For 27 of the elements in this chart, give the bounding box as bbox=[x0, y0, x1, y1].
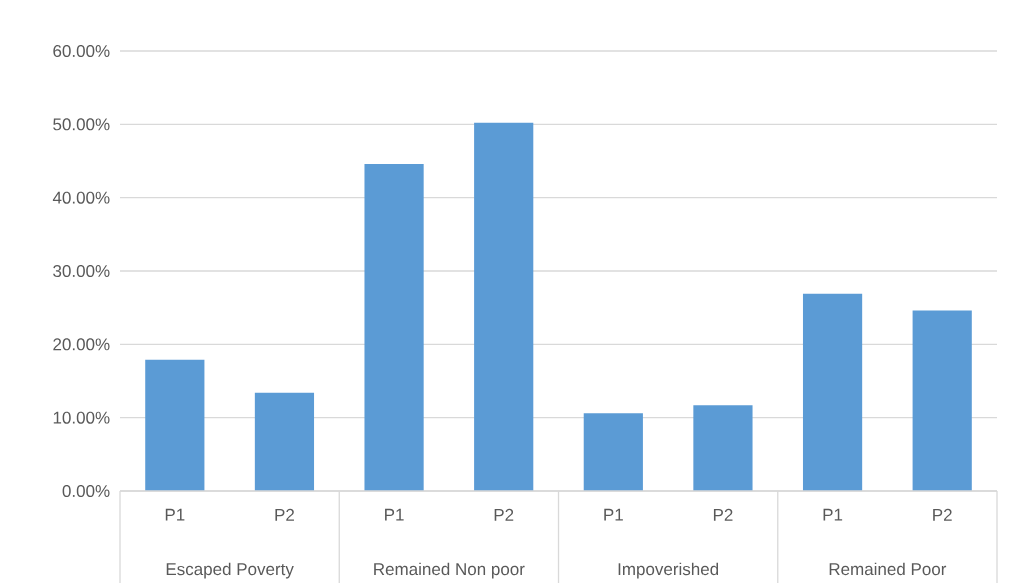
text: Remained Poor bbox=[829, 562, 947, 576]
x-tick-label: P1 bbox=[823, 508, 843, 521]
bar bbox=[693, 405, 753, 491]
bar bbox=[254, 392, 315, 491]
bar bbox=[802, 293, 863, 491]
y-tick-label: 40.00% bbox=[52, 191, 110, 204]
bar bbox=[583, 413, 643, 491]
text: Escaped Poverty bbox=[166, 562, 294, 579]
x-tick-label: P2 bbox=[275, 508, 294, 521]
bar bbox=[474, 122, 534, 491]
x-tick-label: P2 bbox=[713, 508, 733, 521]
bar bbox=[912, 310, 972, 491]
y-tick-label: 50.00% bbox=[53, 118, 110, 131]
x-tick-label: P1 bbox=[165, 508, 185, 521]
y-tick-label: 0.00% bbox=[62, 484, 110, 498]
y-tick-label: 10.00% bbox=[53, 411, 110, 424]
bar bbox=[145, 359, 205, 491]
text: Impoverished bbox=[618, 562, 719, 579]
x-tick-label: P2 bbox=[933, 508, 952, 521]
y-tick-label: 60.00% bbox=[53, 44, 110, 58]
y-tick-label: 20.00% bbox=[53, 338, 110, 351]
x-tick-label: P1 bbox=[604, 508, 623, 521]
text: Remained Non poor bbox=[374, 562, 525, 579]
y-tick-label: 30.00% bbox=[53, 264, 110, 278]
bar bbox=[364, 163, 424, 491]
x-tick-label: P2 bbox=[494, 508, 514, 521]
x-tick-label: P1 bbox=[385, 508, 404, 521]
